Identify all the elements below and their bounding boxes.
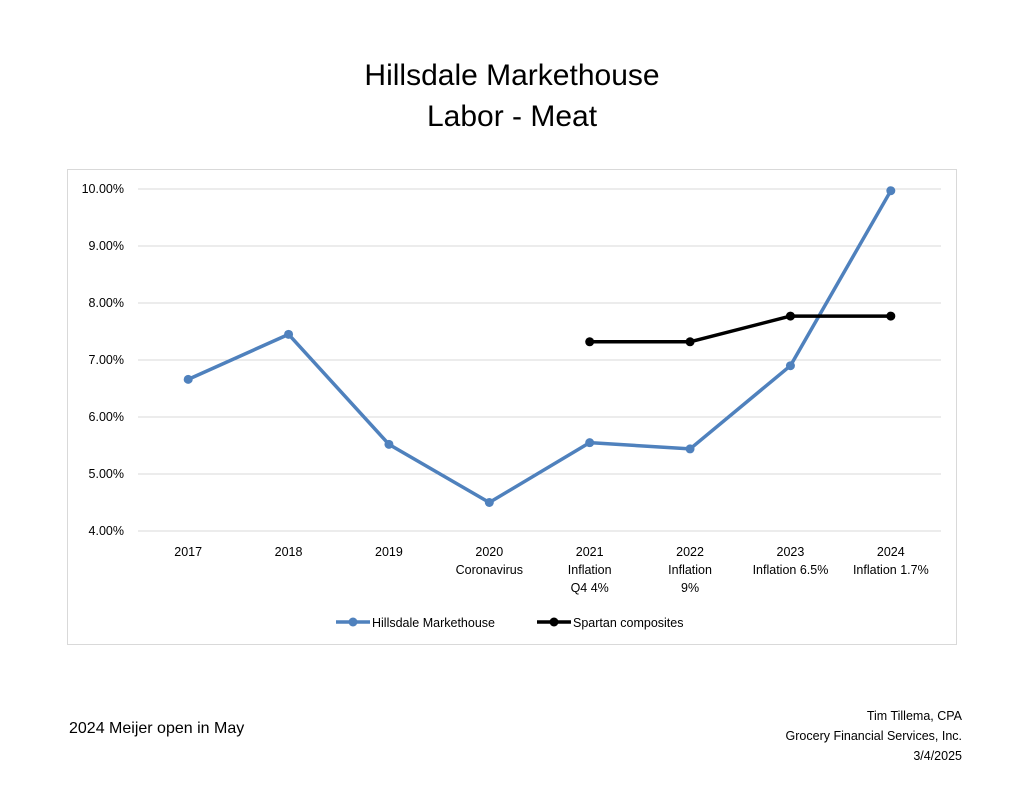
data-point-series-1 bbox=[284, 329, 294, 339]
x-tick-label: 2019 bbox=[375, 545, 403, 559]
x-tick-label: Coronavirus bbox=[456, 563, 523, 577]
credit-company: Grocery Financial Services, Inc. bbox=[785, 729, 962, 743]
x-tick-label: 9% bbox=[681, 581, 699, 595]
data-point-series-1 bbox=[685, 444, 695, 454]
y-tick-label: 6.00% bbox=[89, 410, 124, 424]
data-point-series-2 bbox=[685, 337, 695, 347]
x-tick-label: Q4 4% bbox=[571, 581, 609, 595]
data-point-series-1 bbox=[785, 361, 795, 371]
data-point-series-1 bbox=[384, 439, 394, 449]
legend-marker-2 bbox=[549, 617, 559, 627]
x-tick-label: Inflation 6.5% bbox=[753, 563, 829, 577]
x-tick-label: 2024 bbox=[877, 545, 905, 559]
data-point-series-2 bbox=[886, 311, 896, 321]
series-line-1 bbox=[186, 188, 893, 505]
chart-area: 4.00% 5.00% 6.00% 7.00% 8.00% 9.00% 10.00% 2017… bbox=[67, 169, 957, 645]
data-point-series-1 bbox=[585, 438, 595, 448]
legend-label-1: Hillsdale Markethouse bbox=[372, 616, 495, 630]
data-point-series-1 bbox=[886, 186, 896, 196]
x-tick-label: 2017 bbox=[174, 545, 202, 559]
x-tick-label: Inflation bbox=[568, 563, 612, 577]
y-tick-label: 8.00% bbox=[89, 296, 124, 310]
x-tick-label: 2020 bbox=[475, 545, 503, 559]
data-point-series-1 bbox=[484, 498, 494, 507]
x-tick-label: Inflation 1.7% bbox=[853, 563, 929, 577]
line-chart: 4.00% 5.00% 6.00% 7.00% 8.00% 9.00% 10.00% 2017… bbox=[82, 182, 941, 630]
footer-note: 2024 Meijer open in May bbox=[69, 720, 245, 737]
data-point-series-2 bbox=[785, 311, 795, 321]
y-tick-label: 9.00% bbox=[89, 239, 124, 253]
credit-name: Tim Tillema, CPA bbox=[866, 709, 962, 723]
y-tick-label: 4.00% bbox=[89, 524, 124, 538]
x-tick-label: 2021 bbox=[576, 545, 604, 559]
y-tick-label: 7.00% bbox=[89, 353, 124, 367]
x-tick-label: 2022 bbox=[676, 545, 704, 559]
x-tick-label: 2023 bbox=[777, 545, 805, 559]
chart-title-line-2: Labor - Meat bbox=[426, 100, 598, 133]
chart-title-line-1: Hillsdale Markethouse bbox=[364, 59, 660, 92]
y-tick-label: 5.00% bbox=[89, 467, 124, 481]
data-point-series-2 bbox=[585, 337, 595, 347]
x-tick-label: 2018 bbox=[275, 545, 303, 559]
legend-marker-1 bbox=[348, 617, 358, 627]
data-point-series-1 bbox=[183, 374, 193, 384]
legend-label-2: Spartan composites bbox=[573, 616, 683, 630]
y-tick-label: 10.00% bbox=[82, 182, 124, 196]
x-tick-label: Inflation bbox=[668, 563, 712, 577]
credit-date: 3/4/2025 bbox=[913, 749, 962, 763]
series-line-2 bbox=[587, 314, 893, 344]
